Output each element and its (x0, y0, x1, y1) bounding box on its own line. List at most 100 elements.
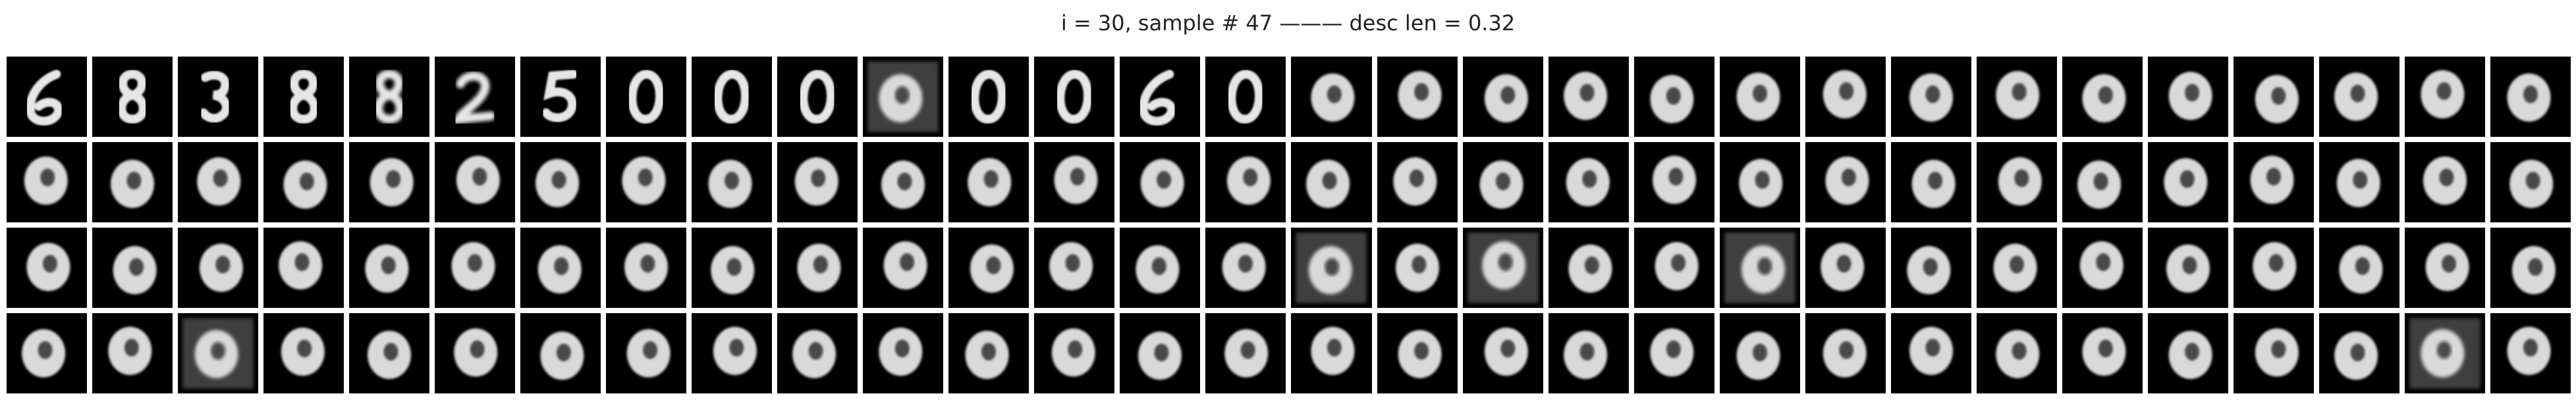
blob-image (540, 332, 584, 380)
blob-image (1052, 328, 1096, 377)
blob-image (2511, 246, 2556, 295)
sample-image (2233, 142, 2314, 222)
sample-image (863, 142, 944, 222)
sample-image (1719, 57, 1800, 137)
blob-image (1650, 328, 1693, 377)
digit-8-blurry-image (374, 70, 405, 124)
sample-image (1548, 142, 1629, 222)
sample-image (2404, 313, 2485, 393)
sample-image (948, 142, 1029, 222)
blob-image (2336, 159, 2380, 207)
blob-image (370, 158, 414, 207)
sample-image (520, 228, 601, 308)
sample-image (1120, 57, 1201, 137)
blob-image (2077, 161, 2121, 209)
blob-image (792, 330, 836, 378)
blob-image (1993, 243, 2037, 292)
sample-image (1548, 313, 1629, 393)
sample-image (178, 57, 259, 137)
blob-image (454, 328, 498, 377)
blob-image (1566, 158, 1610, 207)
blob-image (24, 156, 68, 205)
sample-image (178, 313, 259, 393)
sample-image (1633, 142, 1714, 222)
digit-2-blurry-image (452, 71, 496, 124)
blob-image (2423, 156, 2467, 205)
blob-image (2168, 330, 2212, 380)
sample-image (263, 313, 344, 393)
blob-image (1311, 326, 1355, 375)
sample-image (1633, 57, 1714, 137)
sample-image (692, 228, 773, 308)
blob-image (2509, 159, 2554, 209)
blob-image (2164, 158, 2208, 207)
sample-image (1719, 142, 1800, 222)
blob-image (2079, 241, 2124, 289)
noisy-blob-image (867, 61, 939, 132)
sample-image (7, 57, 88, 137)
sample-image (1462, 142, 1543, 222)
sample-image (349, 57, 430, 137)
sample-image (777, 228, 858, 308)
sample-image (263, 57, 344, 137)
sample-image (7, 142, 88, 222)
blob-image (2253, 241, 2297, 291)
blob-image (713, 326, 757, 375)
sample-image (1633, 228, 1714, 308)
blob-image (1563, 72, 1607, 120)
sample-image (2318, 228, 2399, 308)
sample-image (1120, 142, 1201, 222)
sample-image (2062, 228, 2143, 308)
blob-image (1224, 329, 1269, 378)
sample-image (520, 142, 601, 222)
sample-image (1377, 142, 1458, 222)
blob-image (365, 244, 409, 293)
sample-image (1633, 313, 1714, 393)
blob-image (1398, 330, 1442, 378)
blob-image (113, 246, 157, 295)
sample-image (1976, 313, 2057, 393)
blob-image (1222, 243, 1266, 291)
sample-image (2147, 313, 2228, 393)
sample-image (948, 228, 1029, 308)
sample-image (2404, 142, 2485, 222)
sample-image (1805, 313, 1886, 393)
blob-image (283, 161, 327, 209)
digit-6-image (1139, 70, 1176, 126)
blob-image (1738, 159, 1782, 207)
sample-image (2147, 142, 2228, 222)
blob-image (1392, 157, 1437, 206)
sample-image (2490, 228, 2571, 308)
sample-image (435, 313, 516, 393)
blob-image (1049, 241, 1093, 291)
sample-image (2490, 57, 2571, 137)
blob-image (1650, 75, 1693, 124)
sample-image (2062, 57, 2143, 137)
blob-image (1998, 157, 2042, 206)
sample-image (1890, 313, 1971, 393)
sample-image (2147, 57, 2228, 137)
sample-image (2318, 57, 2399, 137)
blob-image (1563, 330, 1607, 380)
blob-image (456, 155, 501, 204)
sample-image (1034, 142, 1115, 222)
sample-image (1291, 313, 1372, 393)
blob-image (2250, 155, 2294, 204)
blob-image (1141, 159, 1185, 207)
sample-image (2233, 228, 2314, 308)
blob-image (1996, 330, 2039, 378)
sample-image (777, 313, 858, 393)
sample-image (520, 313, 601, 393)
sample-image (948, 313, 1029, 393)
blob-image (197, 157, 241, 206)
sample-image (606, 142, 687, 222)
noisy-blob-image (2409, 318, 2480, 389)
blob-image (1398, 70, 1442, 120)
blob-image (1911, 159, 1956, 209)
sample-image (520, 57, 601, 137)
sample-image (1205, 313, 1286, 393)
blob-image (711, 246, 755, 295)
blob-image (2168, 72, 2212, 120)
sample-image (435, 142, 516, 222)
blob-image (451, 241, 495, 291)
